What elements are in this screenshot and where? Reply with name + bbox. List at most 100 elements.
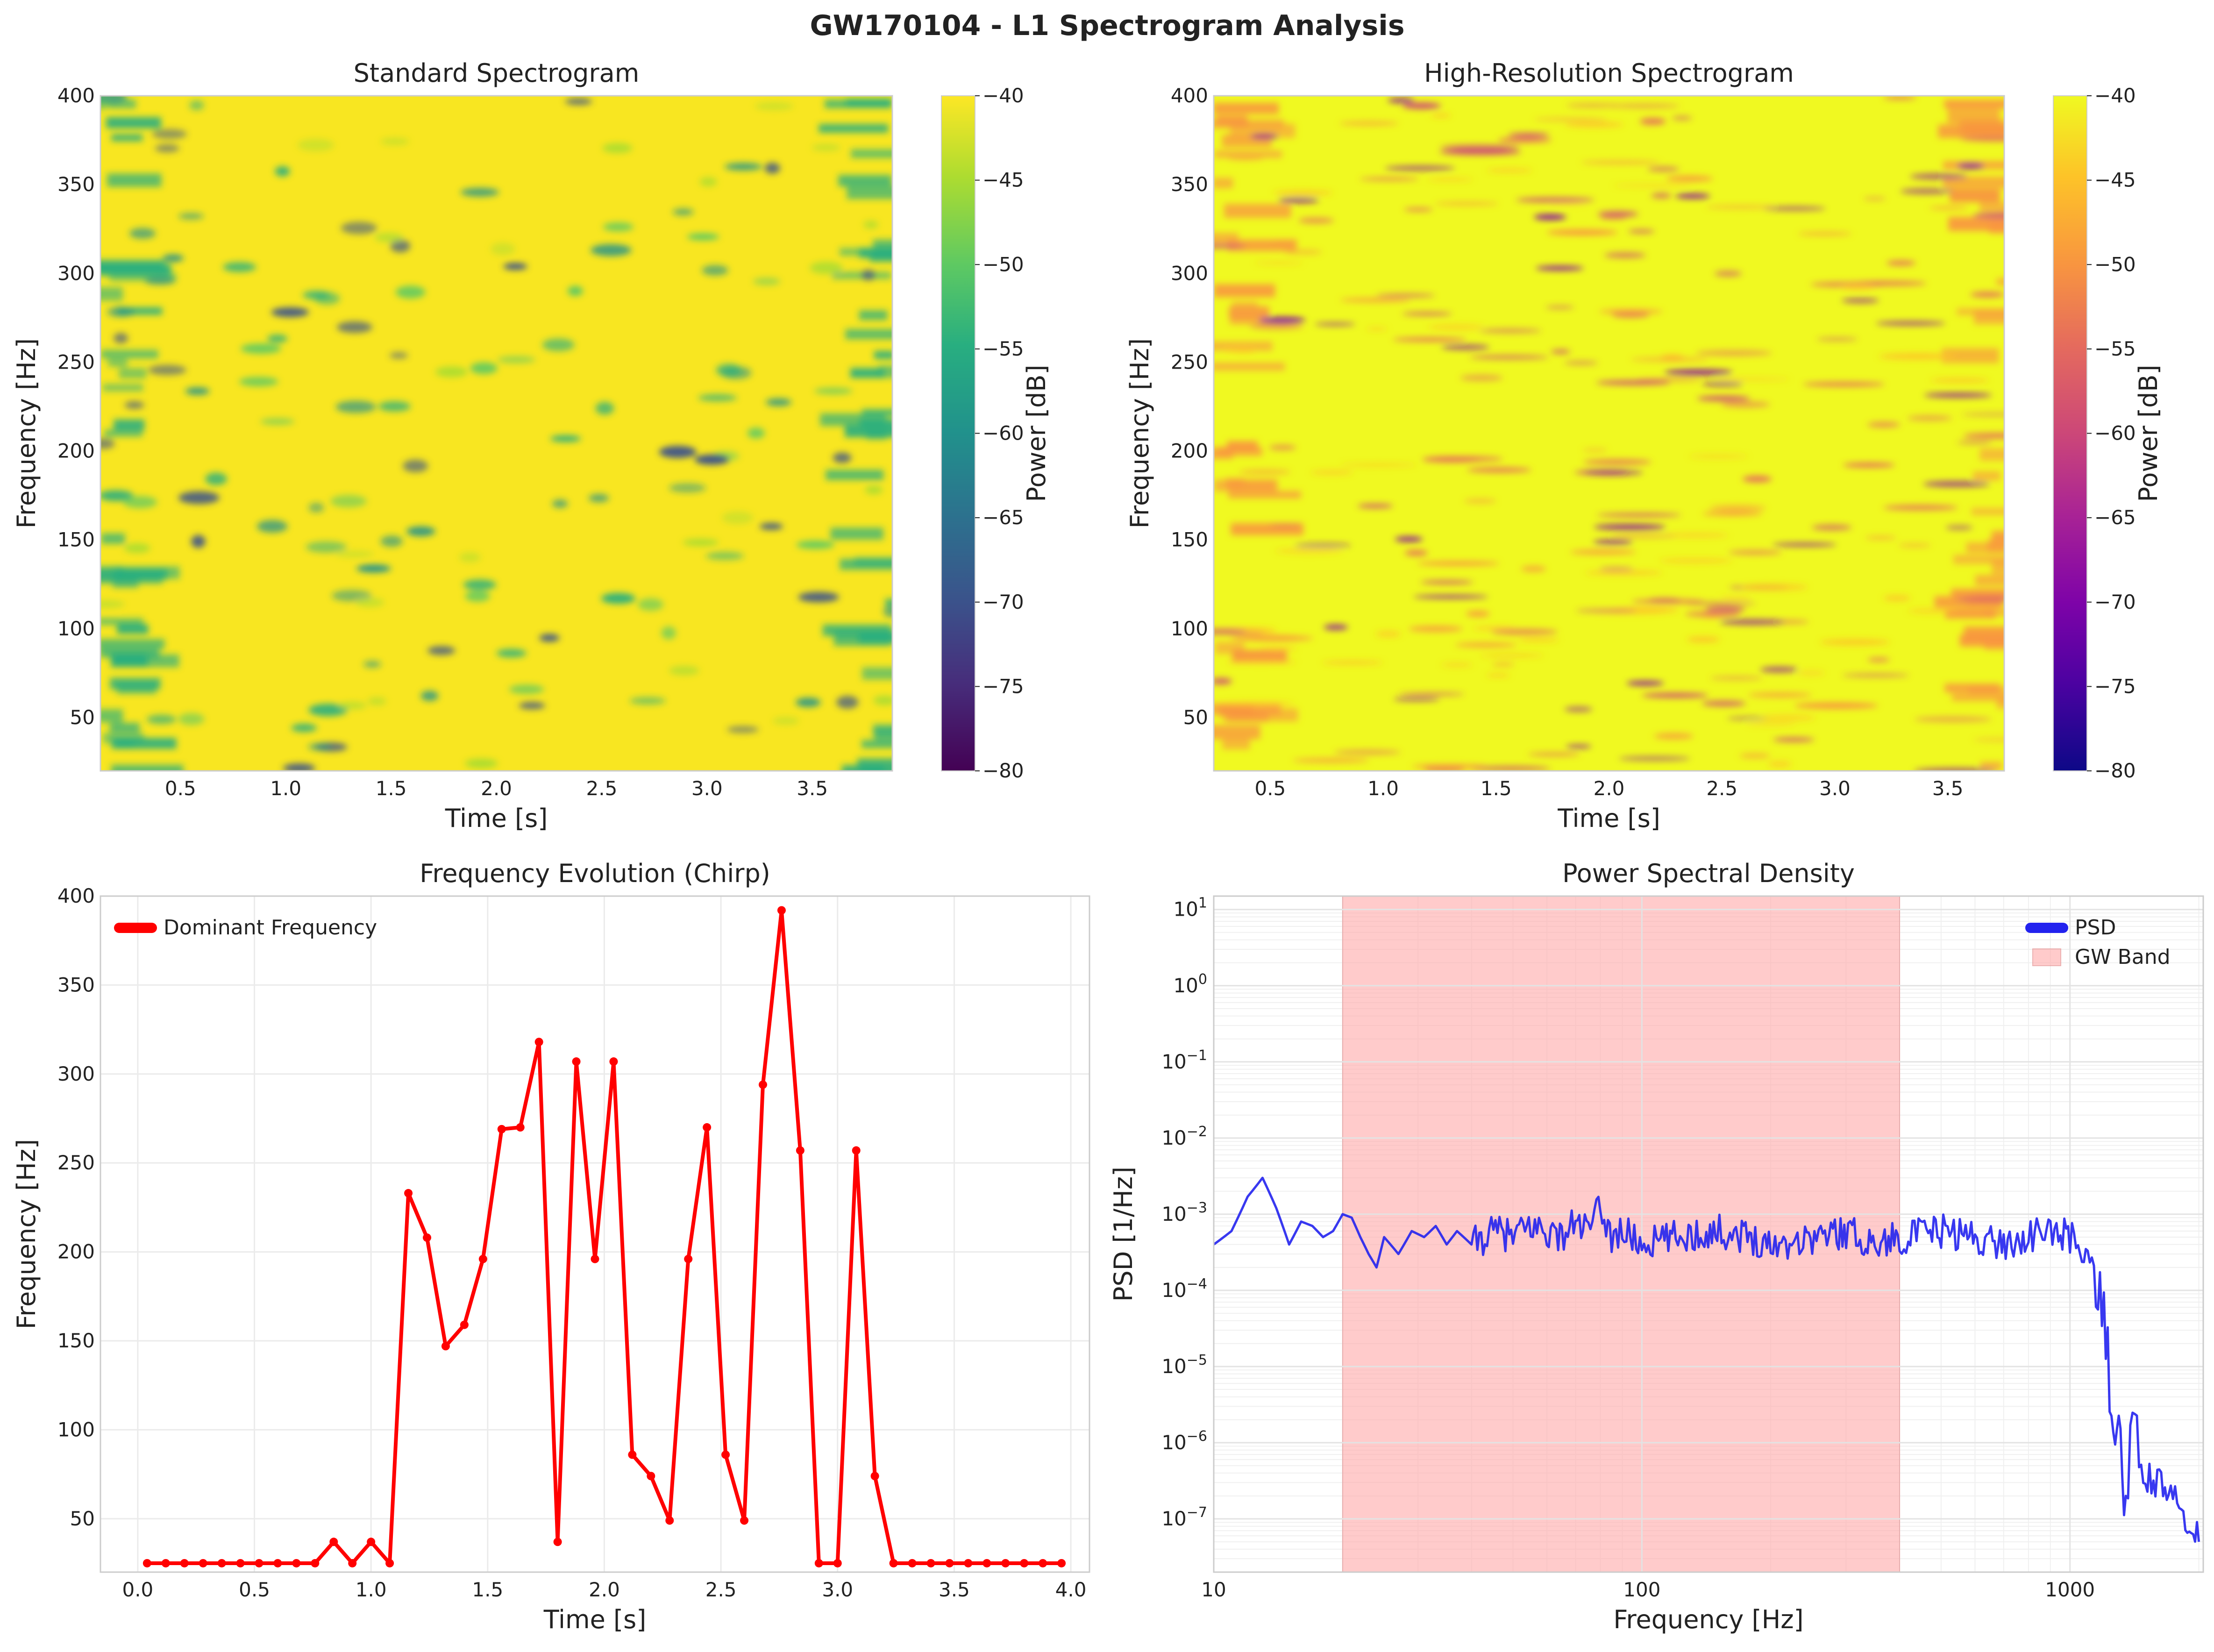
heatmap-cell xyxy=(100,287,123,301)
heatmap-cell xyxy=(380,138,409,145)
heatmap-cell xyxy=(1702,382,1743,386)
y-tick-label: 200 xyxy=(57,1240,95,1263)
heatmap-cell xyxy=(1214,341,1273,351)
heatmap-cell xyxy=(1214,448,1233,459)
heatmap-cell xyxy=(1672,116,1692,120)
heatmap-cell xyxy=(1811,524,1852,531)
heatmap-cell xyxy=(798,591,840,603)
x-tick-label: 3.0 xyxy=(691,777,723,800)
heatmap-cell xyxy=(1996,278,2004,285)
data-point xyxy=(385,1559,394,1567)
heatmap-cell xyxy=(1340,463,1417,467)
data-point xyxy=(329,1538,338,1546)
heatmap-cell xyxy=(1797,670,1825,676)
heatmap-cell xyxy=(814,387,853,395)
heatmap-cell xyxy=(1292,758,1370,763)
heatmap-cell xyxy=(861,409,892,416)
heatmap-cell xyxy=(1594,524,1666,530)
heatmap-cell xyxy=(1402,312,1452,315)
heatmap-cell xyxy=(1975,575,2004,586)
heatmap-cell xyxy=(1727,717,1770,720)
heatmap-cell xyxy=(1455,642,1517,647)
heatmap-cell xyxy=(1528,752,1580,756)
heatmap-cell xyxy=(595,402,614,415)
heatmap-cell xyxy=(1613,184,1692,187)
heatmap-cell xyxy=(838,175,892,187)
heatmap-cell xyxy=(1930,378,1989,383)
y-axis-label: Frequency [Hz] xyxy=(1125,338,1154,528)
heatmap-cell xyxy=(117,624,149,634)
heatmap-cell xyxy=(1628,229,1655,233)
heatmap-cell xyxy=(1435,201,1499,206)
heatmap-cell xyxy=(356,564,391,573)
data-point xyxy=(255,1559,263,1567)
heatmap-cell xyxy=(1610,534,1676,538)
figure-suptitle: GW170104 - L1 Spectrogram Analysis xyxy=(810,9,1404,42)
heatmap-cell xyxy=(1376,293,1435,298)
heatmap-cell xyxy=(1227,156,1264,161)
y-tick-label: 10−5 xyxy=(1161,1352,1207,1378)
y-tick-label: 200 xyxy=(1171,440,1208,463)
heatmap-cell xyxy=(1516,197,1595,203)
heatmap-cell xyxy=(1719,619,1786,625)
heatmap-cell xyxy=(1395,536,1423,542)
heatmap-cell xyxy=(460,188,499,197)
x-tick-label: 0.5 xyxy=(239,1578,270,1601)
heatmap-cell xyxy=(335,550,374,558)
heatmap-cell xyxy=(772,717,799,725)
heatmap-cell xyxy=(178,491,220,505)
heatmap-cell xyxy=(1963,433,2004,439)
heatmap-cell xyxy=(111,134,142,142)
heatmap-cell xyxy=(698,394,737,401)
heatmap-cell xyxy=(337,702,367,710)
heatmap-cell xyxy=(1720,596,1752,601)
heatmap-cell xyxy=(1886,260,1916,266)
heatmap-cell xyxy=(239,377,278,387)
colorbar-tick-label: −75 xyxy=(982,675,1024,698)
heatmap-cell xyxy=(101,349,158,359)
heatmap-cell xyxy=(1464,498,1496,504)
heatmap-cell xyxy=(1648,598,1681,603)
heatmap-cell xyxy=(1440,144,1520,150)
heatmap-cell xyxy=(1214,725,1260,740)
y-tick-label: 10−3 xyxy=(1161,1200,1207,1225)
data-point xyxy=(367,1538,376,1546)
heatmap-cell xyxy=(672,208,694,216)
heatmap-cell xyxy=(1742,476,1772,483)
heatmap-cell xyxy=(1713,377,1790,381)
heatmap-cell xyxy=(1640,118,1666,125)
heatmap-cell xyxy=(1298,217,1334,224)
heatmap-cell xyxy=(874,351,892,359)
heatmap-cell xyxy=(427,646,456,655)
heatmap-cell xyxy=(1728,550,1782,555)
heatmap-cell xyxy=(1794,702,1879,709)
heatmap-cell xyxy=(1924,392,1992,398)
heatmap-cell xyxy=(859,631,892,644)
heatmap-cell xyxy=(191,535,206,548)
heatmap-cell xyxy=(420,691,439,701)
heatmap-cell xyxy=(1962,413,2004,416)
colorbar-tick-label: −65 xyxy=(2094,506,2136,529)
colorbar-tick-label: −40 xyxy=(2094,84,2136,107)
heatmap-cell xyxy=(1721,401,1770,408)
heatmap-cell xyxy=(565,98,592,105)
heatmap-cell xyxy=(1748,692,1812,698)
heatmap-cell xyxy=(1705,606,1745,613)
data-point xyxy=(870,1472,879,1481)
heatmap-cell xyxy=(588,494,609,503)
heatmap-cell xyxy=(1923,481,1990,487)
frequency-evolution-panel: 0.0 0.5 1.0 1.5 2.0 2.5 3.0 3.5 4.0 50 100 150 200 25… xyxy=(12,859,1090,1634)
colorbar-tick-label: −80 xyxy=(982,759,1024,782)
legend-label-band: GW Band xyxy=(2075,945,2171,969)
heatmap-cell xyxy=(470,362,498,374)
series-psd xyxy=(1214,1176,2200,1543)
heatmap-cell xyxy=(722,511,754,524)
heatmap-cell xyxy=(1938,124,2004,138)
data-point xyxy=(833,1559,842,1567)
data-point xyxy=(161,1559,170,1567)
heatmap-cell xyxy=(1697,395,1750,401)
heatmap-cell xyxy=(1469,355,1549,360)
heatmap-cell xyxy=(1254,261,1303,264)
heatmap-cell xyxy=(1214,102,1279,114)
data-point xyxy=(1039,1559,1047,1567)
